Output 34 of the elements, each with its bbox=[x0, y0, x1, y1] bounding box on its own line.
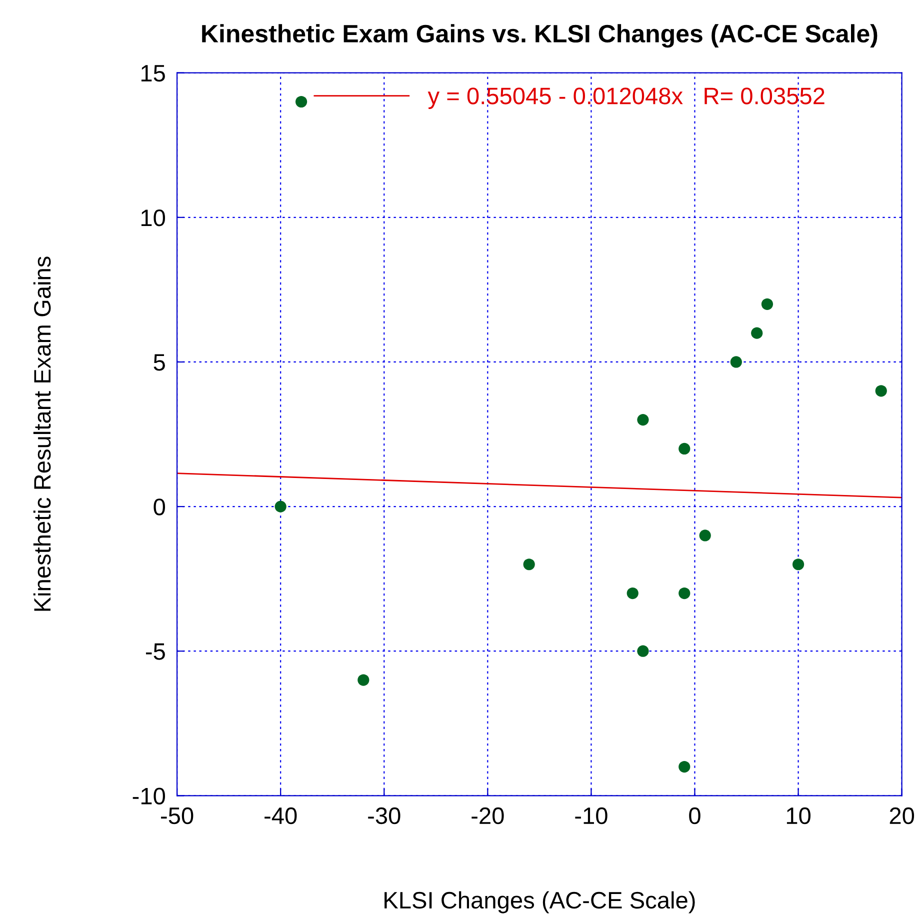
point bbox=[875, 385, 887, 397]
chart-title: Kinesthetic Exam Gains vs. KLSI Changes (AC-CE Scale) bbox=[202, 24, 878, 48]
point bbox=[678, 587, 690, 600]
x-tick-label: -20 bbox=[472, 807, 504, 824]
x-tick-label: 20 bbox=[890, 807, 914, 824]
y-axis-title: Kinesthetic Resultant Exam Gains bbox=[33, 256, 51, 611]
y-tick-label: 5 bbox=[154, 354, 165, 371]
point bbox=[761, 298, 774, 310]
point bbox=[678, 760, 690, 773]
y-tick-label: -5 bbox=[146, 643, 165, 660]
point bbox=[295, 96, 308, 108]
legend-label: y = 0.55045 - 0.012048x R= 0.03552 bbox=[428, 88, 824, 110]
x-tick-label: -10 bbox=[575, 807, 608, 824]
point bbox=[523, 558, 535, 570]
point bbox=[699, 530, 711, 542]
point bbox=[730, 356, 742, 368]
x-tick-label: -30 bbox=[368, 807, 400, 824]
x-tick-label: -50 bbox=[161, 807, 194, 824]
point bbox=[678, 442, 690, 455]
point bbox=[274, 500, 286, 512]
x-tick-label: 10 bbox=[786, 807, 810, 824]
x-axis-title: KLSI Changes (AC-CE Scale) bbox=[384, 891, 695, 914]
y-tick-label: 10 bbox=[141, 209, 166, 226]
point bbox=[792, 558, 804, 570]
x-tick-label: 0 bbox=[689, 807, 700, 824]
point bbox=[358, 674, 370, 686]
point bbox=[637, 645, 649, 657]
y-tick-label: 15 bbox=[141, 65, 165, 82]
x-tick-label: -40 bbox=[264, 807, 297, 824]
y-tick-label: -10 bbox=[132, 788, 166, 804]
point bbox=[751, 327, 763, 339]
point bbox=[637, 414, 649, 426]
point bbox=[626, 587, 638, 600]
y-tick-label: 0 bbox=[154, 498, 166, 516]
